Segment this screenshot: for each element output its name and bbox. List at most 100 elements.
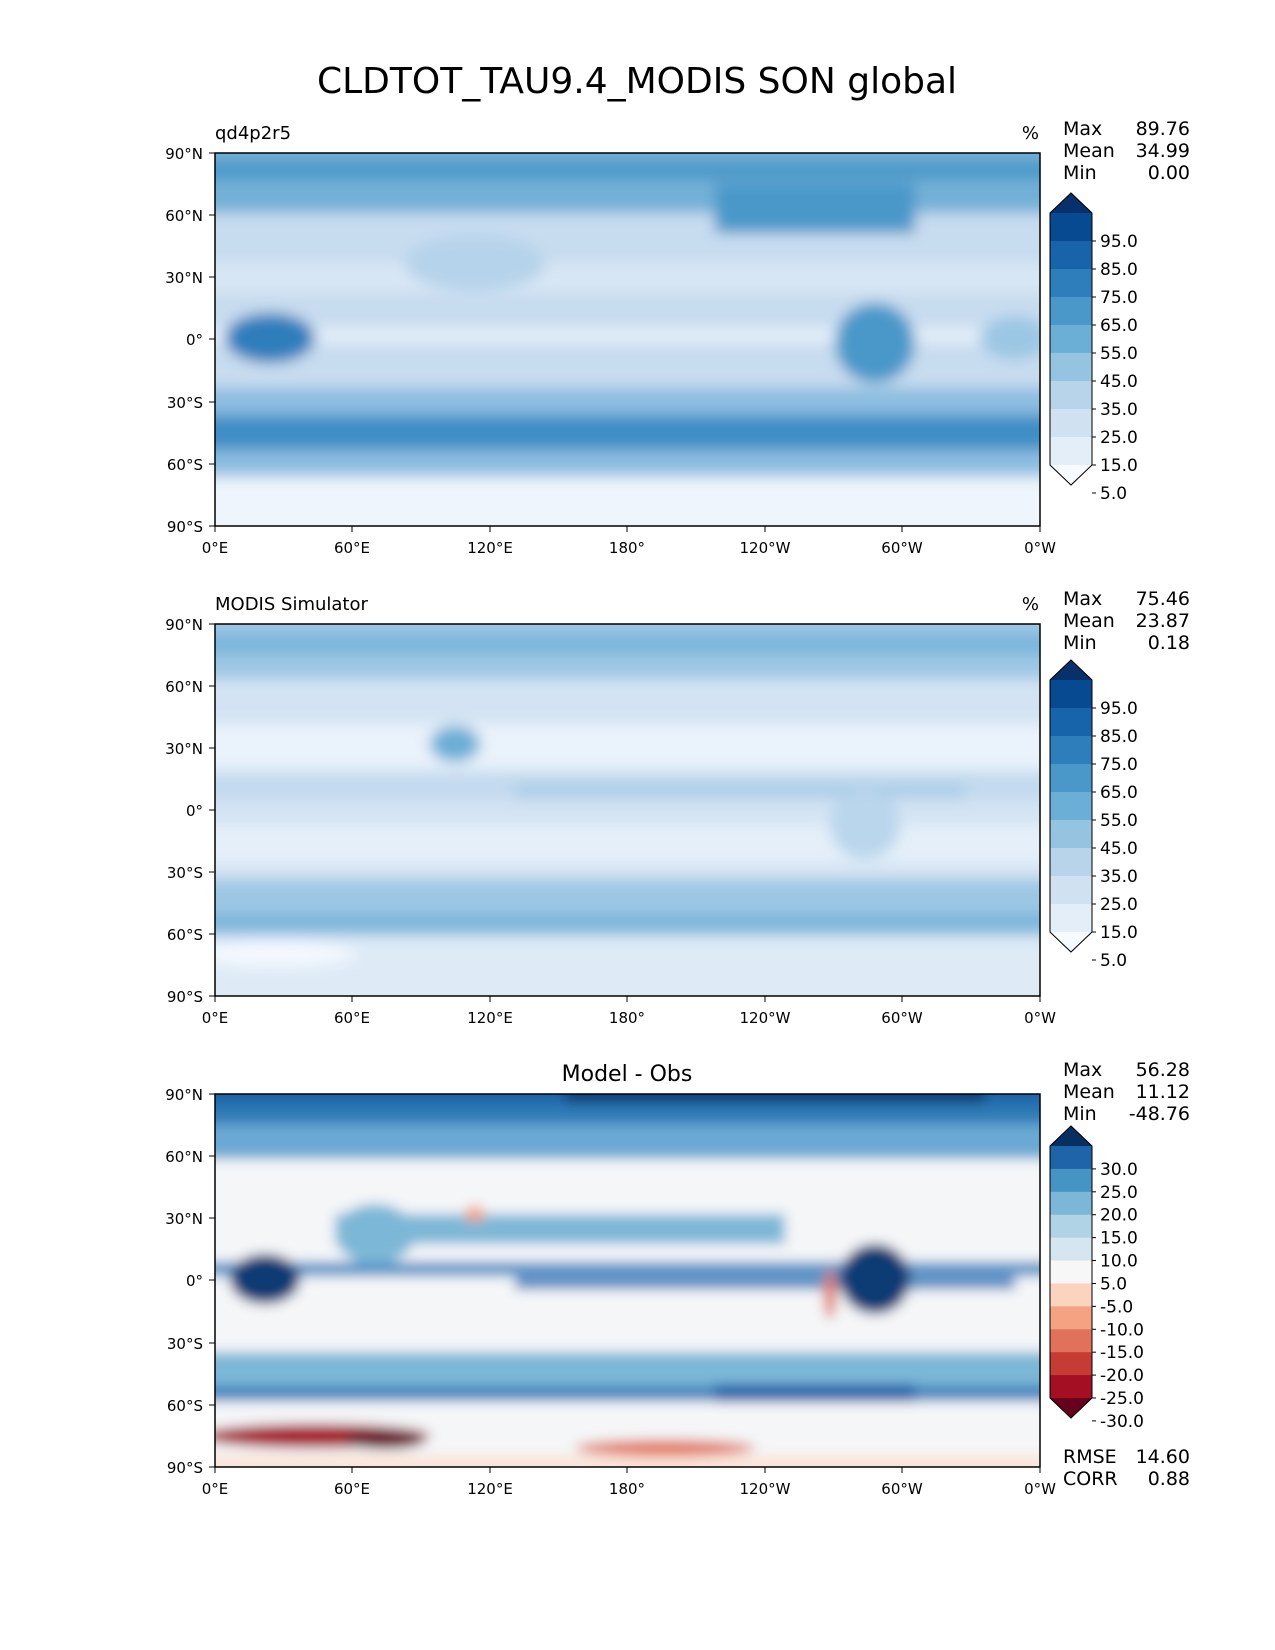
lon-tick-label: 60°W — [881, 1480, 923, 1498]
colorbar-obs: 95.0 85.0 75.0 65.0 55.0 45.0 35.0 25.0 15.0 5.0 — [1049, 659, 1138, 971]
colorbar-segment — [1050, 1283, 1092, 1307]
lat-tick-label: 0° — [186, 331, 203, 349]
lat-tick-label: 0° — [186, 1272, 203, 1290]
colorbar-segment — [1050, 1352, 1092, 1376]
stat-label: Max — [1063, 118, 1102, 140]
lon-tick-label: 0°E — [202, 1009, 229, 1027]
lon-tick-label: 180° — [609, 1480, 645, 1498]
colorbar-tick-label: 15.0 — [1100, 923, 1138, 943]
colorbar-tick-label: 10.0 — [1100, 1252, 1138, 1272]
stat-label-corr: CORR — [1063, 1468, 1118, 1490]
colorbar-segment — [1050, 1375, 1092, 1399]
lat-tick-label: 90°S — [167, 1459, 203, 1477]
lat-tick-label: 30°S — [167, 394, 203, 412]
colorbar-tick-label: 55.0 — [1100, 811, 1138, 831]
colorbar-segment — [1050, 876, 1092, 905]
lat-tick-label: 60°N — [165, 1148, 203, 1166]
colorbar-tick-label: 55.0 — [1100, 344, 1138, 364]
colorbar-segment — [1050, 353, 1092, 382]
stat-label: Max — [1063, 588, 1102, 610]
stat-value: 34.99 — [1136, 140, 1190, 162]
stat-value-corr: 0.88 — [1148, 1468, 1190, 1490]
lon-tick-label: 60°E — [334, 1009, 370, 1027]
colorbar-segment — [1050, 792, 1092, 821]
map-model — [215, 153, 1040, 526]
colorbar-tick-label: 45.0 — [1100, 372, 1138, 392]
lat-tick-label: 90°N — [165, 1086, 203, 1104]
lat-tick-label: 60°N — [165, 207, 203, 225]
stat-label: Min — [1063, 1103, 1097, 1125]
lon-tick-label: 120°W — [740, 539, 791, 557]
colorbar-tick-label: -5.0 — [1100, 1297, 1133, 1317]
colorbar-segment — [1050, 409, 1092, 438]
lat-tick-label: 30°N — [165, 269, 203, 287]
colorbar-extend-min — [1050, 1398, 1092, 1418]
colorbar-segment — [1050, 736, 1092, 765]
colorbar-segment — [1050, 269, 1092, 298]
colorbar-tick-label: 95.0 — [1100, 232, 1138, 252]
panel-obs-lon-ticks: 0°E 60°E 120°E 180° 120°W 60°W 0°W — [202, 996, 1056, 1027]
stat-value: 0.00 — [1148, 162, 1190, 184]
colorbar-segment — [1050, 381, 1092, 410]
colorbar-tick-label: 85.0 — [1100, 260, 1138, 280]
colorbar-tick-label: 15.0 — [1100, 456, 1138, 476]
colorbar-tick-label: 20.0 — [1100, 1206, 1138, 1226]
stat-label: Mean — [1063, 1081, 1115, 1103]
lat-tick-label: 90°N — [165, 616, 203, 634]
stat-value: 75.46 — [1136, 588, 1190, 610]
colorbar-tick-label: -25.0 — [1100, 1389, 1144, 1409]
lon-tick-label: 180° — [609, 539, 645, 557]
stat-label: Min — [1063, 632, 1097, 654]
lat-tick-label: 60°S — [167, 926, 203, 944]
lon-tick-label: 120°E — [467, 539, 513, 557]
stat-value: 89.76 — [1136, 118, 1190, 140]
lat-tick-label: 0° — [186, 802, 203, 820]
stat-value: 11.12 — [1136, 1081, 1190, 1103]
lat-tick-label: 60°N — [165, 678, 203, 696]
panel-model-units: % — [1022, 123, 1039, 144]
colorbar-tick-label: 85.0 — [1100, 727, 1138, 747]
colorbar-segment — [1050, 1260, 1092, 1285]
colorbar-segment — [1050, 708, 1092, 737]
lon-tick-label: 180° — [609, 1009, 645, 1027]
colorbar-tick-label: 35.0 — [1100, 400, 1138, 420]
lon-tick-label: 60°W — [881, 539, 923, 557]
panel-diff-lon-ticks: 0°E 60°E 120°E 180° 120°W 60°W 0°W — [202, 1467, 1056, 1498]
stat-label: Mean — [1063, 140, 1115, 162]
panel-obs-lat-ticks: 90°N 60°N 30°N 0° 30°S 60°S 90°S — [165, 616, 215, 1006]
colorbar-diff: 30.0 25.0 20.0 15.0 10.05.0 -5.0 -10.0 -15.0 -20… — [1049, 1125, 1144, 1432]
lat-tick-label: 30°N — [165, 1210, 203, 1228]
panel-model-lon-ticks: 0°E 60°E 120°E 180° 120°W 60°W 0°W — [202, 526, 1056, 557]
lat-tick-label: 90°N — [165, 145, 203, 163]
stat-label-rmse: RMSE — [1063, 1446, 1117, 1468]
colorbar-segment — [1050, 904, 1092, 933]
colorbar-segment — [1050, 437, 1092, 466]
lat-tick-label: 60°S — [167, 1397, 203, 1415]
colorbar-tick-label: 25.0 — [1100, 1183, 1138, 1203]
colorbar-segment — [1050, 1168, 1092, 1193]
colorbar-tick-label: 5.0 — [1100, 951, 1127, 971]
stat-value-rmse: 14.60 — [1136, 1446, 1190, 1468]
colorbar-segment — [1050, 213, 1092, 242]
colorbar-extend-max — [1050, 660, 1092, 680]
figure-title: CLDTOT_TAU9.4_MODIS SON global — [317, 61, 957, 102]
panel-obs: MODIS Simulator % 90°N 60°N — [165, 588, 1190, 1027]
stat-label: Min — [1063, 162, 1097, 184]
panel-model: qd4p2r5 % 90°N 60°N — [165, 118, 1190, 557]
colorbar-extend-min — [1050, 465, 1092, 485]
lon-tick-label: 60°E — [334, 539, 370, 557]
colorbar-tick-label: 95.0 — [1100, 699, 1138, 719]
colorbar-tick-label: 25.0 — [1100, 895, 1138, 915]
colorbar-model: 95.0 85.0 75.0 65.0 55.0 45.0 35.0 25.0 15.0 5.0 — [1049, 192, 1138, 504]
stat-value: -48.76 — [1129, 1103, 1190, 1125]
panel-diff-center-title: Model - Obs — [562, 1062, 693, 1087]
colorbar-segment — [1050, 297, 1092, 326]
lon-tick-label: 0°W — [1024, 1009, 1056, 1027]
colorbar-tick-label: 5.0 — [1100, 484, 1127, 504]
lon-tick-label: 0°E — [202, 539, 229, 557]
lat-tick-label: 30°S — [167, 1335, 203, 1353]
panel-model-stats: Max 89.76 Mean 34.99 Min 0.00 — [1063, 118, 1190, 184]
panel-model-left-title: qd4p2r5 — [215, 123, 291, 144]
colorbar-segment — [1050, 1146, 1092, 1170]
lon-tick-label: 60°W — [881, 1009, 923, 1027]
